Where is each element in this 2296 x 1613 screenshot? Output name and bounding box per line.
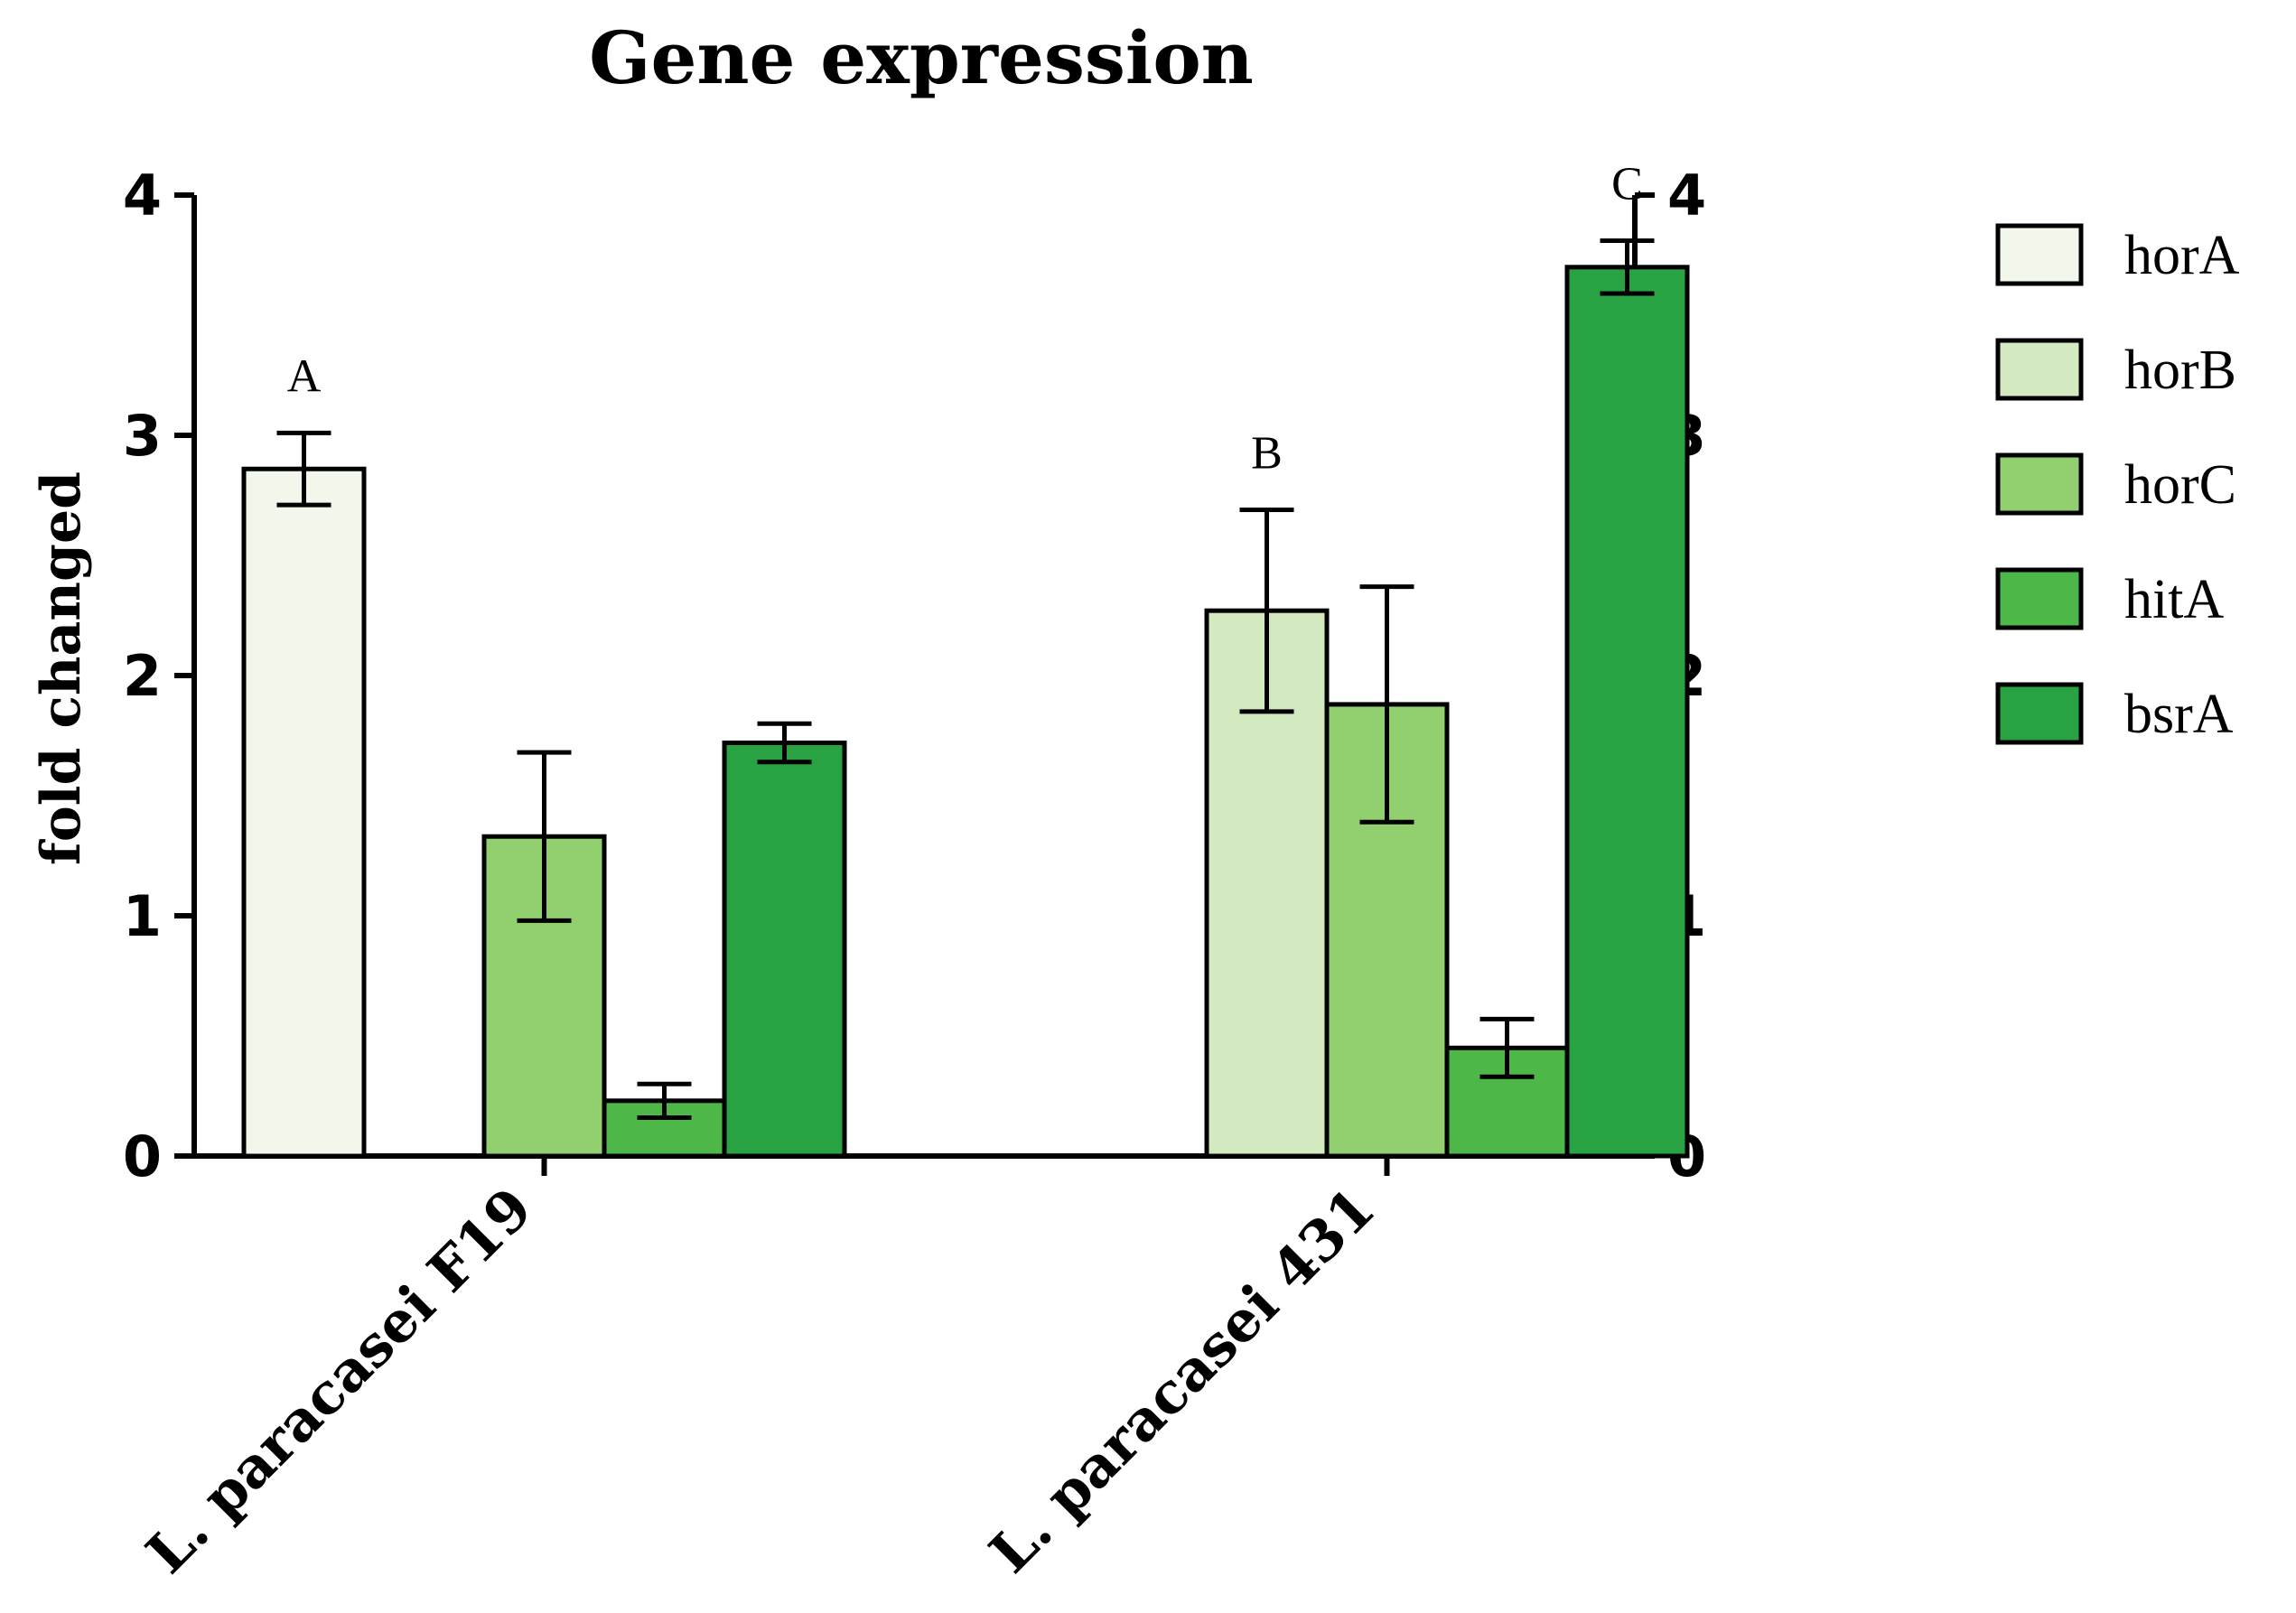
y-tick-label: 0 xyxy=(123,1124,162,1189)
legend-label: horB xyxy=(2124,340,2236,401)
y-tick-label: 3 xyxy=(123,403,162,469)
annotation-label: B xyxy=(1251,427,1283,479)
category-labels: L. paracasei F19 L. paracasei 431 xyxy=(134,1175,1387,1586)
annotation-label: A xyxy=(287,350,322,402)
legend: horA horB horC hitA bsrA xyxy=(1995,223,2240,745)
bar-bsrA xyxy=(722,740,847,1159)
y-tick-label: 2 xyxy=(123,643,162,709)
annotations: A B C xyxy=(287,159,1643,480)
legend-label: bsrA xyxy=(2124,684,2234,745)
legend-swatch xyxy=(1995,338,2084,401)
annotation-label: C xyxy=(1611,159,1643,210)
bars xyxy=(241,265,1690,1159)
bar-horA xyxy=(241,466,367,1159)
legend-swatch xyxy=(1995,452,2084,516)
legend-label: hitA xyxy=(2124,569,2224,630)
right-y-tick-label: 4 xyxy=(1667,163,1706,228)
chart-title: Gene expression xyxy=(589,15,1254,100)
legend-swatch xyxy=(1995,682,2084,745)
category-label: L. paracasei 431 xyxy=(976,1175,1387,1586)
legend-label: horC xyxy=(2124,454,2236,516)
category-label: L. paracasei F19 xyxy=(134,1175,545,1586)
bar-bsrA xyxy=(1564,265,1690,1159)
error-bars xyxy=(276,238,1655,1120)
y-axis-label: fold changed xyxy=(30,471,93,865)
legend-label: horA xyxy=(2124,225,2240,286)
y-tick-label: 1 xyxy=(123,883,162,949)
legend-swatch xyxy=(1995,567,2084,630)
y-tick-label: 4 xyxy=(123,163,162,228)
legend-swatch xyxy=(1995,223,2084,286)
